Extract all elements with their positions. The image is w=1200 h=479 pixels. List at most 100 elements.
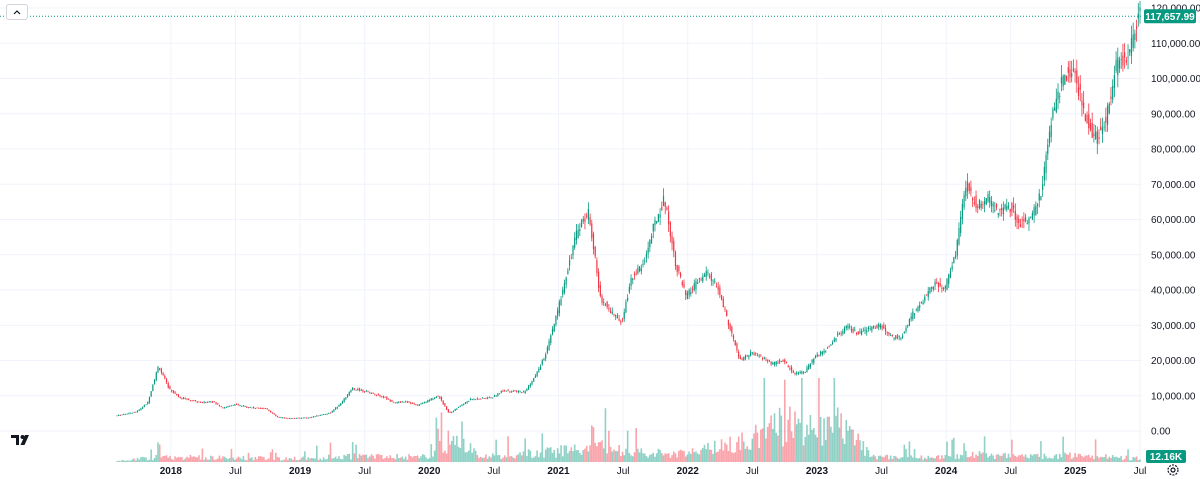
- volume-bar: [1019, 455, 1022, 462]
- candle-body: [1019, 224, 1022, 228]
- volume-bar: [370, 454, 373, 462]
- candle-body: [577, 230, 579, 239]
- candle-body: [369, 392, 371, 394]
- volume-bar: [872, 454, 875, 462]
- collapse-button[interactable]: [6, 4, 28, 20]
- volume-bar: [915, 458, 918, 462]
- tradingview-logo[interactable]: [10, 432, 36, 448]
- last-price-badge: [1144, 9, 1196, 24]
- volume-bar: [300, 457, 303, 462]
- volume-bar: [807, 434, 810, 462]
- candle-body: [215, 402, 217, 404]
- candle-body: [845, 326, 847, 328]
- volume-bar: [884, 455, 887, 462]
- candle-body: [1115, 60, 1117, 71]
- volume-bar: [572, 451, 574, 462]
- volume-bar: [666, 453, 668, 462]
- candle-body: [480, 398, 482, 400]
- price-axis[interactable]: 0.00 10,000.00 20,000.00 30,000.00 40,000.00…: [1151, 4, 1200, 438]
- candle-body: [285, 417, 287, 419]
- candle-body: [1096, 131, 1098, 144]
- volume-bar: [1096, 456, 1099, 462]
- volume-bar: [710, 449, 713, 462]
- volume-bar: [131, 459, 134, 462]
- volume-bar: [606, 453, 608, 462]
- candle-body: [1035, 205, 1037, 215]
- volume-bar: [264, 459, 267, 462]
- candle-body: [748, 355, 750, 358]
- volume-bar: [724, 442, 726, 462]
- candle-body: [908, 319, 911, 326]
- volume-bar: [169, 455, 171, 462]
- price-tick-label: 0.00: [1151, 427, 1171, 438]
- volume-bar: [425, 457, 427, 462]
- candle-body: [386, 397, 388, 400]
- candle-body: [300, 417, 303, 419]
- volume-bar: [976, 455, 979, 462]
- volume-bar: [853, 445, 856, 462]
- candle-body: [958, 228, 960, 245]
- candle-body: [702, 276, 704, 282]
- volume-bar: [869, 456, 871, 462]
- volume-bar: [384, 457, 386, 462]
- volume-bar: [478, 457, 480, 462]
- volume-bar: [744, 448, 747, 462]
- candle-body: [307, 417, 309, 419]
- volume-bar: [754, 424, 757, 462]
- volume-bar: [982, 452, 984, 462]
- candle-body: [1072, 68, 1074, 72]
- volume-bar: [587, 451, 590, 462]
- volume-bar: [244, 459, 246, 462]
- candle-body: [162, 373, 164, 375]
- candle-body: [591, 223, 593, 238]
- candle-body: [792, 371, 794, 373]
- candle-body: [797, 372, 800, 374]
- time-axis[interactable]: 2018 Jul 2019 Jul 2020 Jul 2021 Jul 2022 Jul 2023 J…: [160, 466, 1147, 477]
- volume-bar: [121, 459, 123, 462]
- candle-body: [731, 326, 733, 334]
- candle-body: [1004, 204, 1006, 209]
- volume-bar: [134, 460, 137, 462]
- candle-body: [124, 413, 127, 415]
- volume-bar: [813, 427, 815, 462]
- candle-body: [492, 397, 494, 399]
- volume-bar: [804, 436, 807, 462]
- volume-bar: [715, 452, 718, 462]
- volume-bar: [546, 447, 549, 462]
- candle-body: [225, 407, 227, 409]
- time-tick-label: 2018: [160, 466, 183, 477]
- candle-body: [852, 328, 854, 333]
- candle-body: [1124, 52, 1126, 58]
- candle-body: [258, 407, 260, 409]
- candle-body: [174, 391, 176, 394]
- candle-body: [782, 359, 784, 362]
- candle-body: [640, 268, 642, 272]
- volume-bar: [802, 445, 805, 462]
- volume-bar: [327, 454, 330, 462]
- candle-body: [350, 389, 352, 393]
- volume-bar: [1081, 456, 1083, 462]
- volume-bar: [505, 457, 508, 462]
- candle-body: [196, 401, 198, 403]
- volume-bar: [678, 450, 680, 462]
- volume-bar: [403, 458, 405, 462]
- candle-body: [365, 390, 367, 392]
- volume-bar: [251, 457, 253, 462]
- gear-icon[interactable]: [1166, 463, 1180, 477]
- volume-bar: [321, 459, 323, 462]
- volume-bar: [336, 458, 339, 462]
- volume-bar: [847, 430, 849, 462]
- volume-bar: [1024, 454, 1027, 462]
- candle-body: [703, 274, 706, 277]
- candle-body: [879, 324, 882, 328]
- candle-body: [198, 401, 200, 403]
- candle-body: [374, 394, 376, 396]
- volume-bar: [831, 432, 834, 462]
- volume-bar: [741, 432, 743, 462]
- candle-body: [973, 202, 975, 204]
- candle-body: [1024, 216, 1027, 222]
- candle-body: [963, 195, 965, 208]
- volume-bar: [601, 440, 603, 462]
- candle-body: [415, 404, 417, 405]
